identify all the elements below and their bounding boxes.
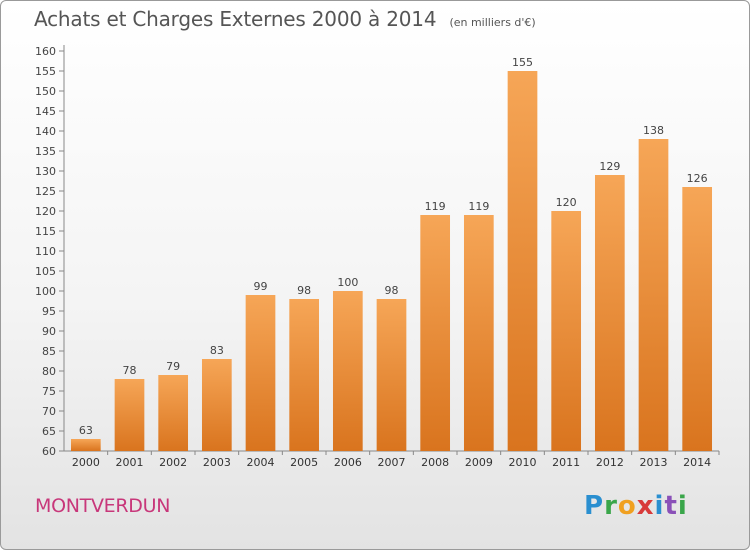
x-tick-label: 2010 [509, 456, 537, 469]
data-label: 78 [123, 364, 137, 377]
bar [638, 139, 669, 451]
bar [551, 211, 582, 451]
data-label: 83 [210, 344, 224, 357]
y-tick-label: 115 [35, 225, 56, 238]
data-label: 63 [79, 424, 93, 437]
y-tick-label: 85 [42, 345, 56, 358]
data-label: 98 [297, 284, 311, 297]
y-tick-label: 105 [35, 265, 56, 278]
data-label: 126 [687, 172, 708, 185]
x-tick-label: 2001 [116, 456, 144, 469]
y-tick-label: 155 [35, 65, 56, 78]
y-tick-label: 110 [35, 245, 56, 258]
y-tick-label: 65 [42, 425, 56, 438]
data-label: 155 [512, 56, 533, 69]
data-label: 129 [599, 160, 620, 173]
chart-unit: (en milliers d'€) [449, 16, 536, 29]
bar [682, 187, 713, 451]
y-tick-label: 60 [42, 445, 56, 458]
y-tick-label: 135 [35, 145, 56, 158]
logo-letter: P [584, 491, 605, 521]
logo-letter: x [636, 491, 655, 521]
y-tick-label: 70 [42, 405, 56, 418]
y-tick-label: 120 [35, 205, 56, 218]
data-label: 79 [166, 360, 180, 373]
y-tick-label: 80 [42, 365, 56, 378]
bar [376, 299, 407, 451]
y-tick-label: 125 [35, 185, 56, 198]
bar [70, 439, 101, 451]
x-tick-label: 2000 [72, 456, 100, 469]
data-label: 100 [337, 276, 358, 289]
y-tick-label: 145 [35, 105, 56, 118]
x-tick-label: 2006 [334, 456, 362, 469]
y-tick-label: 130 [35, 165, 56, 178]
x-tick-label: 2014 [683, 456, 711, 469]
y-tick-label: 100 [35, 285, 56, 298]
x-tick-label: 2008 [421, 456, 449, 469]
bar [201, 359, 232, 451]
x-tick-label: 2004 [247, 456, 275, 469]
logo-letter: i [654, 491, 665, 521]
logo-letter: o [617, 491, 637, 521]
data-label: 99 [254, 280, 268, 293]
x-tick-label: 2011 [552, 456, 580, 469]
logo-letter: t [664, 491, 678, 521]
data-label: 119 [425, 200, 446, 213]
bar [594, 175, 625, 451]
y-tick-label: 90 [42, 325, 56, 338]
x-tick-label: 2013 [640, 456, 668, 469]
x-tick-label: 2007 [378, 456, 406, 469]
chart-title-text: Achats et Charges Externes 2000 à 2014 [34, 7, 437, 31]
x-tick-label: 2002 [159, 456, 187, 469]
bar [245, 295, 276, 451]
logo-letter: r [604, 491, 618, 521]
chart-title: Achats et Charges Externes 2000 à 2014 (… [34, 7, 536, 31]
y-tick-label: 140 [35, 125, 56, 138]
y-tick-label: 150 [35, 85, 56, 98]
x-tick-label: 2009 [465, 456, 493, 469]
proxiti-logo: Proxiti [584, 491, 688, 521]
bar [158, 375, 189, 451]
y-tick-label: 95 [42, 305, 56, 318]
y-tick-label: 160 [35, 45, 56, 58]
bar [463, 215, 494, 451]
data-label: 119 [468, 200, 489, 213]
x-tick-label: 2003 [203, 456, 231, 469]
bar [114, 379, 145, 451]
commune-name: MONTVERDUN [35, 495, 171, 517]
bar [420, 215, 451, 451]
bar [332, 291, 363, 451]
x-tick-label: 2012 [596, 456, 624, 469]
logo-letter: i [677, 491, 688, 521]
y-tick-label: 75 [42, 385, 56, 398]
data-label: 138 [643, 124, 664, 137]
data-label: 98 [385, 284, 399, 297]
bar [507, 71, 538, 451]
x-tick-label: 2005 [290, 456, 318, 469]
data-label: 120 [556, 196, 577, 209]
bar [289, 299, 320, 451]
